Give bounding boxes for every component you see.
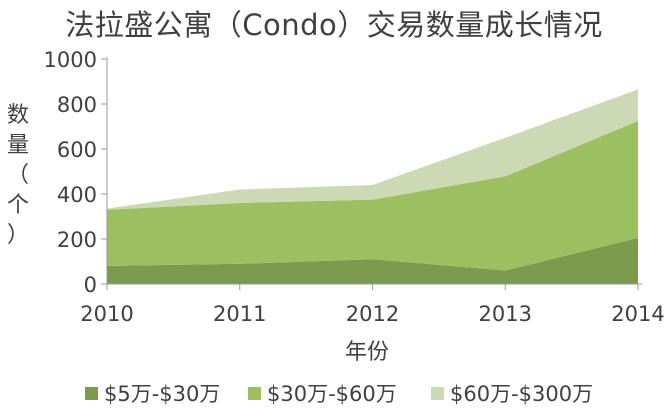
legend-item: $60万-$300万 [431,378,593,408]
area-series-3 [107,89,638,210]
y-axis-label-char: 个 [6,193,29,218]
x-axis-label: 年份 [344,340,389,365]
area-series-2 [107,120,638,271]
y-tick-label: 400 [57,183,97,207]
y-tick-label: 200 [57,228,97,252]
y-axis-label-char: 量 [6,133,29,158]
x-ticks-group: 2010 2011 2012 2013 2014 [80,284,665,326]
y-ticks-group: 0 200 400 600 800 1000 [44,48,107,297]
area-series-group [107,89,638,284]
x-tick-label: 2014 [611,302,664,326]
y-axis-label: 数 量 （ 个 ） [6,101,30,251]
legend-label: $30万-$60万 [267,382,397,406]
axes-group [106,57,642,285]
legend: $5万-$30万 $30万-$60万 $60万-$300万 [0,378,668,408]
legend-label: $60万-$300万 [450,382,594,406]
x-tick-label: 2013 [479,302,532,326]
area-series-1 [107,237,638,284]
y-tick-label: 800 [57,93,97,117]
y-tick-label: 0 [84,273,97,297]
y-tick-label: 1000 [44,48,97,72]
chart-title: 法拉盛公寓（Condo）交易数量成长情况 [65,8,603,42]
legend-item: $5万-$30万 [85,378,220,408]
x-tick-label: 2011 [213,302,266,326]
y-axis-label-char: （ [6,163,29,188]
legend-swatch [431,386,444,400]
legend-swatch [85,386,98,400]
legend-label: $5万-$30万 [104,382,221,406]
legend-item: $30万-$60万 [248,378,397,408]
x-tick-label: 2012 [346,302,399,326]
y-axis-label-char: 数 [6,103,29,128]
y-tick-label: 600 [57,138,97,162]
y-axis-label-char: ） [6,223,29,248]
legend-swatch [248,386,261,400]
x-tick-label: 2010 [80,302,133,326]
